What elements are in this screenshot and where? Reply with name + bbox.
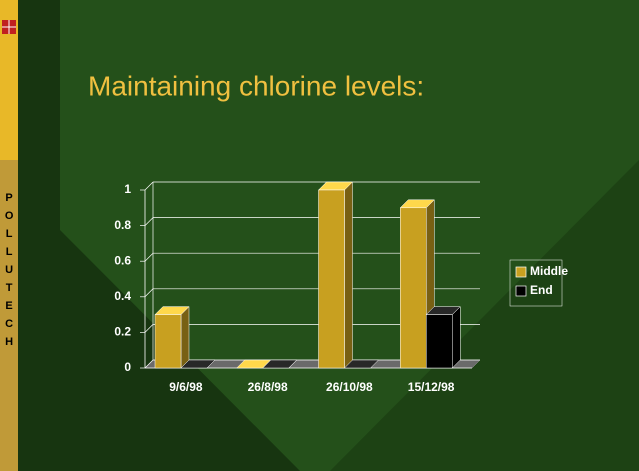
bar bbox=[154, 314, 182, 369]
bar bbox=[318, 189, 345, 369]
grid-line-side bbox=[144, 359, 154, 369]
grid-line-side bbox=[144, 181, 154, 191]
grid-line-side bbox=[144, 324, 154, 333]
bar-side bbox=[180, 305, 190, 369]
legend-box bbox=[509, 259, 563, 307]
background-shape bbox=[330, 160, 639, 471]
bar-side bbox=[344, 181, 353, 369]
grid-line-side bbox=[144, 252, 154, 262]
legend-label: End bbox=[530, 283, 553, 297]
grid-line-side bbox=[144, 217, 154, 226]
sidebar-text: POLLUTECH bbox=[3, 192, 15, 354]
bar-top bbox=[262, 359, 298, 369]
bar-top bbox=[343, 359, 380, 369]
legend-swatch bbox=[515, 285, 527, 297]
x-tick-label: 15/12/98 bbox=[408, 380, 455, 394]
y-tick-label: 0.6 bbox=[114, 253, 131, 267]
x-tick-label: 9/6/98 bbox=[169, 380, 203, 394]
y-tick-label: 1 bbox=[124, 182, 131, 196]
bar-top bbox=[180, 359, 216, 369]
bar-side bbox=[452, 305, 461, 369]
y-tick-label: 0.8 bbox=[114, 218, 131, 232]
bar bbox=[400, 207, 427, 369]
x-tick-label: 26/8/98 bbox=[248, 380, 288, 394]
bar bbox=[426, 314, 453, 369]
chart-title: Maintaining chlorine levels: bbox=[88, 70, 424, 101]
grid-line-side bbox=[144, 288, 154, 298]
sidebar-bottom bbox=[0, 160, 18, 471]
y-tick-label: 0.2 bbox=[114, 325, 131, 339]
x-tick-label: 26/10/98 bbox=[326, 380, 373, 394]
y-tick-label: 0.4 bbox=[114, 289, 131, 303]
legend-label: Middle bbox=[530, 264, 568, 278]
y-tick-label: 0 bbox=[124, 360, 131, 374]
sidebar-top bbox=[0, 0, 18, 160]
legend-swatch bbox=[515, 266, 527, 278]
